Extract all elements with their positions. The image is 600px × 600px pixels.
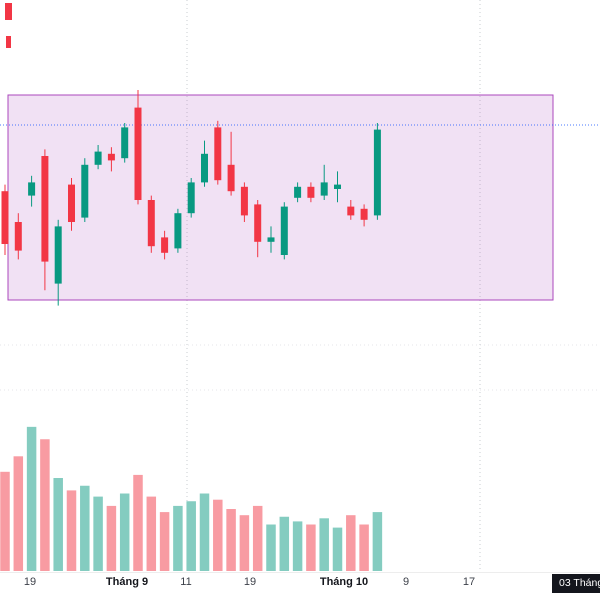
- candle-body: [307, 186, 315, 198]
- candle-body: [347, 206, 355, 216]
- volume-bar: [53, 478, 63, 571]
- volume-bar: [266, 524, 276, 571]
- candle-body: [147, 200, 155, 247]
- candle-body: [320, 182, 328, 196]
- candle-body: [240, 186, 248, 216]
- candle-body: [94, 151, 102, 165]
- candle-body: [334, 184, 341, 189]
- volume-bar: [119, 493, 130, 571]
- volume-bar: [292, 521, 303, 571]
- candle-body: [14, 222, 22, 251]
- volume-bar: [13, 456, 24, 571]
- time-axis-label: 19: [23, 576, 37, 588]
- candle-body: [54, 226, 62, 284]
- time-axis[interactable]: 19 Tháng 9 11 19 Tháng 10 9 17: [0, 576, 600, 600]
- time-axis-label: 9: [402, 576, 410, 588]
- volume-bar: [106, 505, 117, 571]
- volume-bar: [66, 490, 77, 571]
- candle-body: [28, 182, 36, 196]
- candle-body: [227, 164, 235, 192]
- candle-body: [121, 127, 129, 159]
- volume-bar: [133, 474, 143, 571]
- candle-body: [161, 237, 169, 253]
- time-axis-label: 19: [243, 576, 257, 588]
- volume-bar: [346, 515, 356, 571]
- candle-body: [1, 191, 9, 244]
- price-range-highlight[interactable]: [7, 94, 554, 301]
- time-axis-label: Tháng 10: [319, 576, 369, 588]
- time-axis-label: 17: [462, 576, 476, 588]
- candle-body: [267, 237, 275, 242]
- candle-body: [214, 127, 222, 181]
- volume-bar: [279, 516, 290, 571]
- time-axis-label: Tháng 9: [105, 576, 149, 588]
- candle-body: [174, 213, 182, 249]
- candle-body: [134, 107, 142, 200]
- volume-bar: [199, 493, 210, 571]
- volume-bar: [26, 426, 37, 571]
- volume-bar: [40, 439, 50, 571]
- candle-body: [187, 182, 195, 214]
- time-axis-label: 11: [180, 576, 192, 588]
- candle-body: [294, 186, 302, 198]
- volume-bar: [146, 496, 157, 571]
- candle-body: [107, 153, 115, 161]
- crosshair-time-label: 03 Tháng: [552, 574, 600, 593]
- volume-bar: [372, 512, 383, 571]
- candle-body: [254, 204, 262, 242]
- candle-body: [81, 164, 89, 218]
- volume-bar: [159, 512, 170, 571]
- volume-bar: [239, 515, 250, 571]
- volume-bar: [0, 471, 10, 571]
- volume-bar: [173, 505, 183, 571]
- volume-bar: [213, 499, 223, 571]
- candle-body: [280, 206, 288, 255]
- volume-bar: [359, 524, 369, 571]
- volume-bar: [226, 509, 236, 571]
- candle-body: [201, 153, 208, 183]
- candle-body: [41, 156, 49, 262]
- volume-bar: [252, 505, 263, 571]
- volume-bar: [319, 518, 329, 571]
- volume-bar: [186, 501, 196, 571]
- candle-body: [68, 184, 75, 222]
- cutoff-candle-fragment: [6, 36, 11, 48]
- volume-bar: [332, 527, 343, 571]
- volume-bar: [93, 496, 103, 571]
- volume-bar: [80, 485, 90, 571]
- cutoff-candle-fragment: [5, 3, 12, 20]
- candle-body: [373, 129, 381, 216]
- candle-body: [360, 208, 368, 220]
- volume-bar: [306, 524, 316, 571]
